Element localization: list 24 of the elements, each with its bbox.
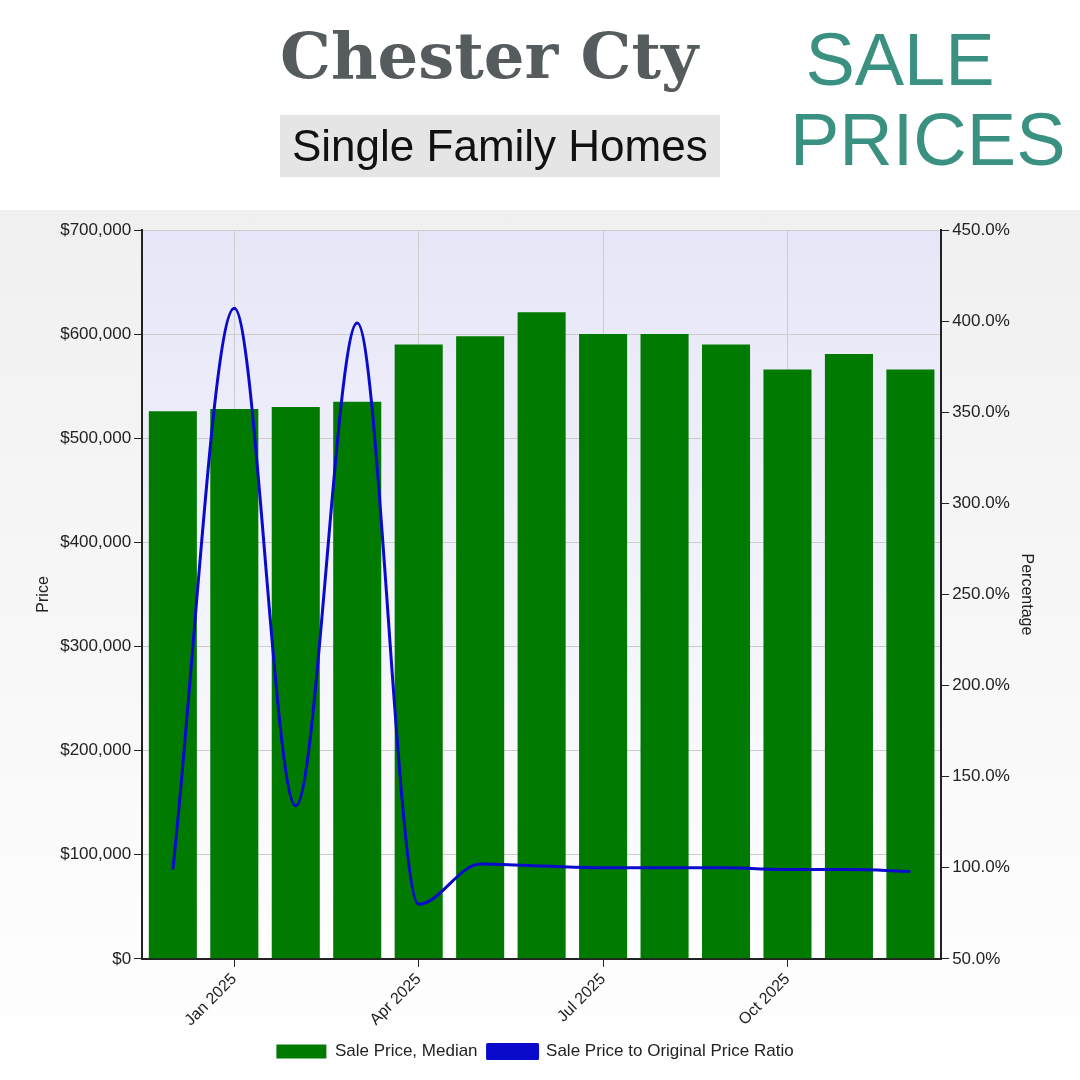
y2-tick-label: 150.0% [952,766,1010,786]
y-axis-title: Price [34,576,52,613]
y-tick-label: $200,000 [60,740,132,760]
y-tick-label: $100,000 [60,844,132,864]
y2-tick-label: 450.0% [952,219,1010,239]
y2-tick-label: 250.0% [952,584,1010,604]
y2-tick-label: 100.0% [952,857,1010,877]
chart-subtitle: Single Family Homes [280,115,720,177]
y-tick-label: $300,000 [60,636,132,656]
y2-tick-label: 300.0% [952,493,1010,513]
y-tick-label: $400,000 [60,532,132,552]
y2-tick-label: 400.0% [952,310,1010,330]
y-tick-label: $700,000 [60,219,132,239]
y-tick-label: $500,000 [60,427,132,447]
chart-title: Chester Cty [280,18,699,93]
y-tick-label: $600,000 [60,323,132,343]
y-tick-label: $0 [112,948,132,968]
text: SALE PRICES [790,18,1066,181]
y2-axis-title: Percentage [1018,553,1036,636]
legend-label: Sale Price to Original Price Ratio [546,1041,794,1061]
y2-tick-label: 50.0% [952,948,1001,968]
legend-label: Sale Price, Median [334,1041,478,1061]
y2-tick-label: 200.0% [952,675,1010,695]
y2-tick-label: 350.0% [952,401,1010,421]
